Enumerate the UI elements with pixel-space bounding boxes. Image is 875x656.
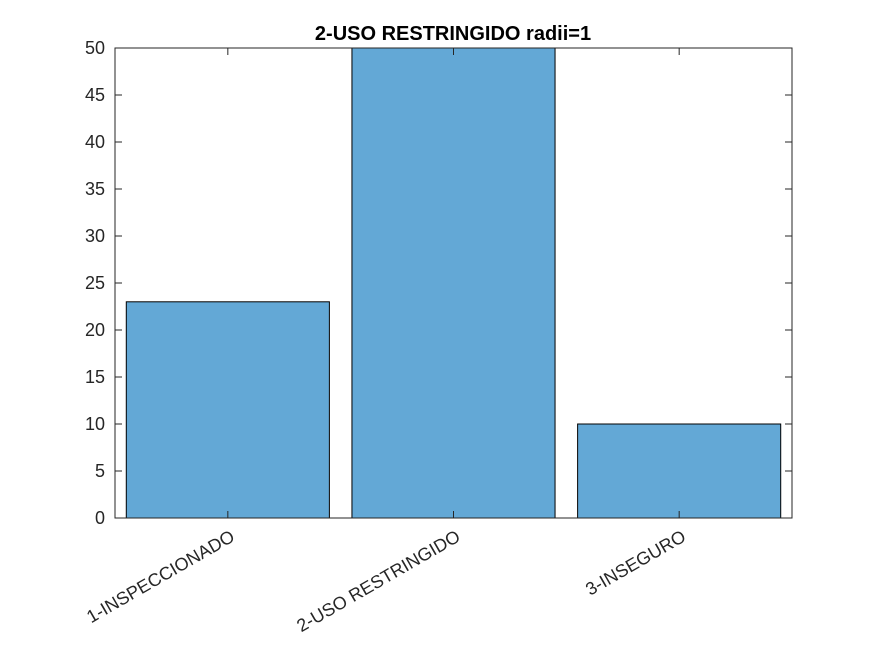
y-tick-label: 10: [85, 414, 105, 434]
y-tick-label: 0: [95, 508, 105, 528]
bars-layer: [125, 47, 782, 519]
y-tick-label: 20: [85, 320, 105, 340]
x-tick-label: 1-INSPECCIONADO: [83, 526, 238, 627]
chart-title: 2-USO RESTRINGIDO radii=1: [315, 23, 591, 45]
y-tick-label: 45: [85, 85, 105, 105]
y-tick-label: 5: [95, 461, 105, 481]
bar-2: [351, 47, 556, 519]
y-tick-label: 40: [85, 132, 105, 152]
x-tick-label: 3-INSEGURO: [582, 526, 689, 599]
bar-1: [125, 301, 330, 519]
y-tick-label: 50: [85, 38, 105, 58]
bar-3: [577, 423, 782, 519]
y-axis-ticks: 0 5 10 15 20 25 30 35 40 45 50: [85, 38, 792, 528]
y-tick-label: 15: [85, 367, 105, 387]
y-tick-label: 30: [85, 226, 105, 246]
x-tick-label: 2-USO RESTRINGIDO: [293, 526, 463, 636]
y-tick-label: 35: [85, 179, 105, 199]
y-tick-label: 25: [85, 273, 105, 293]
